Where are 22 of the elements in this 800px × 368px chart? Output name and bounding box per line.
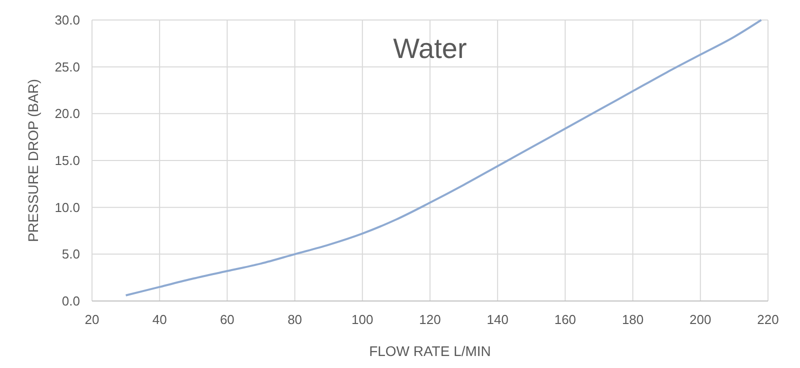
x-tick-label: 200 <box>690 312 712 327</box>
x-tick-label: 80 <box>288 312 302 327</box>
x-tick-label: 140 <box>486 312 508 327</box>
y-tick-label: 25.0 <box>54 59 80 74</box>
line-series <box>124 19 762 296</box>
x-axis-title: FLOW RATE L/MIN <box>369 343 491 359</box>
y-axis-title: PRESSURE DROP (BAR) <box>25 78 41 242</box>
x-tick-label: 180 <box>622 312 644 327</box>
text: Water <box>393 33 467 64</box>
y-tick-label: 5.0 <box>62 246 80 262</box>
x-tick-label: 40 <box>152 312 167 327</box>
x-tick-label: 220 <box>757 312 779 327</box>
x-tick-label: 160 <box>554 312 576 327</box>
x-tick-label: 120 <box>419 312 441 327</box>
x-tick-label: 60 <box>220 312 234 327</box>
x-tick-label: 20 <box>84 312 100 327</box>
y-tick-label: 15.0 <box>54 153 80 168</box>
y-tick-label: 0.0 <box>62 294 80 308</box>
y-tick-label: 20.0 <box>54 106 80 122</box>
x-tick-label: 100 <box>352 312 374 327</box>
y-tick-label: 10.0 <box>54 200 80 215</box>
y-tick-label: 30.0 <box>54 12 80 28</box>
